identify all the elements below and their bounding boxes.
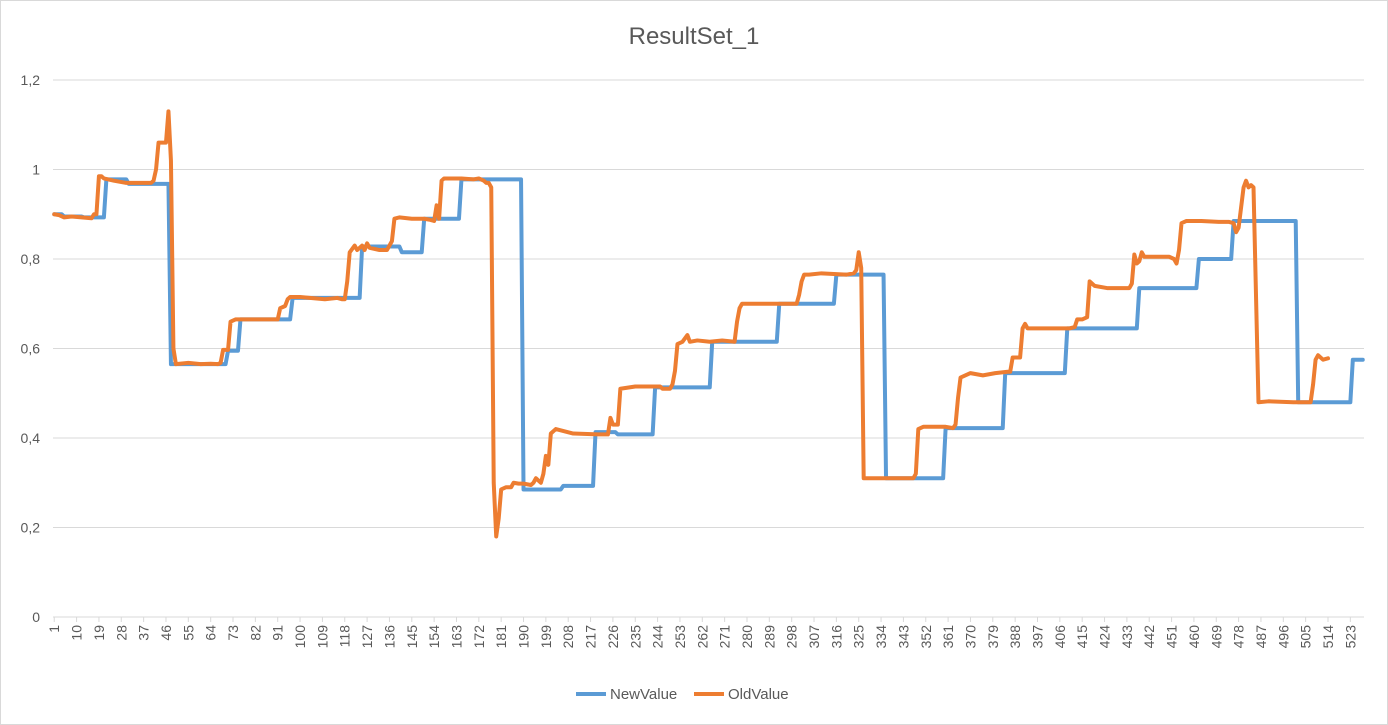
x-tick-label: 406 (1052, 625, 1068, 649)
x-tick-label: 244 (650, 625, 666, 649)
x-tick-label: 343 (895, 625, 911, 649)
series-lines (52, 109, 1365, 539)
x-tick-label: 154 (426, 625, 442, 649)
x-tick-label: 253 (672, 625, 688, 649)
gridlines (53, 79, 1364, 618)
x-tick-label: 10 (69, 625, 85, 641)
x-tick-label: 163 (448, 625, 464, 649)
x-tick-label: 325 (851, 625, 867, 649)
y-tick-label: 0,2 (21, 520, 41, 536)
x-tick-label: 1 (46, 625, 62, 633)
x-tick-label: 262 (694, 625, 710, 649)
x-tick-label: 397 (1029, 625, 1045, 649)
x-tick-label: 370 (962, 625, 978, 649)
legend: NewValue OldValue (576, 686, 789, 703)
x-tick-label: 280 (739, 625, 755, 649)
x-tick-label: 415 (1074, 625, 1090, 649)
x-tick-label: 352 (918, 625, 934, 649)
x-tick-label: 433 (1119, 625, 1135, 649)
x-tick-label: 496 (1275, 625, 1291, 649)
x-tick-label: 118 (337, 625, 353, 648)
x-tick-label: 361 (940, 625, 956, 649)
x-tick-label: 136 (381, 625, 397, 649)
x-tick-label: 298 (784, 625, 800, 649)
x-tick-label: 487 (1253, 625, 1269, 649)
legend-label-newvalue: NewValue (610, 686, 677, 703)
series-line-newvalue (52, 177, 1365, 492)
x-tick-label: 226 (605, 625, 621, 649)
y-axis-ticks: 0 0,2 0,4 0,6 0,8 1 1,2 (21, 72, 41, 625)
y-tick-label: 1,2 (21, 72, 41, 88)
x-tick-label: 523 (1342, 625, 1358, 649)
y-tick-label: 0,8 (21, 251, 41, 267)
x-tick-label: 28 (113, 625, 129, 641)
x-tick-label: 271 (717, 625, 733, 649)
x-tick-label: 217 (583, 625, 599, 649)
x-tick-label: 145 (404, 625, 420, 649)
x-tick-label: 127 (359, 625, 375, 649)
legend-label-oldvalue: OldValue (728, 686, 789, 703)
x-tick-label: 208 (560, 625, 576, 649)
x-tick-label: 442 (1141, 625, 1157, 649)
x-tick-label: 37 (136, 625, 152, 641)
x-tick-label: 181 (493, 625, 509, 649)
x-tick-label: 82 (247, 625, 263, 641)
x-axis-ticks: 1 10 19 28 37 46 55 64 73 82 91 100 109 118 127 136 145 1… (46, 617, 1358, 648)
x-tick-label: 307 (806, 625, 822, 649)
y-tick-label: 1 (32, 162, 40, 178)
y-tick-label: 0,4 (21, 430, 41, 446)
x-tick-label: 379 (985, 625, 1001, 649)
x-tick-label: 478 (1231, 625, 1247, 649)
x-tick-label: 190 (516, 625, 532, 649)
x-tick-label: 289 (761, 625, 777, 649)
x-tick-label: 514 (1320, 625, 1336, 649)
x-tick-label: 424 (1097, 625, 1113, 649)
y-tick-label: 0 (32, 609, 40, 625)
x-tick-label: 469 (1208, 625, 1224, 649)
x-tick-label: 73 (225, 625, 241, 641)
x-tick-label: 460 (1186, 625, 1202, 649)
x-tick-label: 100 (292, 625, 308, 649)
x-tick-label: 64 (203, 625, 219, 641)
x-tick-label: 109 (314, 625, 330, 649)
x-tick-label: 388 (1007, 625, 1023, 649)
x-tick-label: 199 (538, 625, 554, 649)
x-tick-label: 334 (873, 625, 889, 649)
x-tick-label: 316 (828, 625, 844, 649)
series-line-oldvalue (52, 109, 1330, 539)
chart-title: ResultSet_1 (629, 23, 760, 50)
x-tick-label: 451 (1164, 625, 1180, 649)
x-tick-label: 46 (158, 625, 174, 641)
x-tick-label: 235 (627, 625, 643, 649)
x-tick-label: 172 (471, 625, 487, 649)
x-tick-label: 19 (91, 625, 107, 641)
y-tick-label: 0,6 (21, 341, 41, 357)
x-tick-label: 91 (270, 625, 286, 641)
x-tick-label: 55 (180, 625, 196, 641)
x-tick-label: 505 (1298, 625, 1314, 649)
